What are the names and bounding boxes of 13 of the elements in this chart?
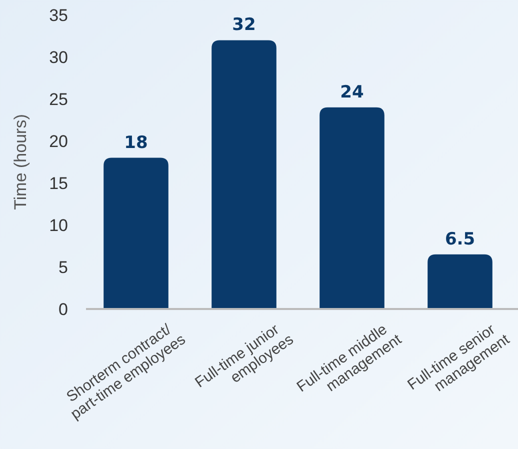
y-tick-label: 5	[58, 258, 68, 277]
y-axis-title: Time (hours)	[11, 114, 30, 210]
y-tick-label: 25	[49, 90, 68, 109]
data-label: 6.5	[444, 229, 476, 250]
y-tick-label: 35	[49, 6, 68, 25]
data-label: 24	[340, 82, 364, 102]
data-label: 18	[124, 132, 148, 153]
y-tick-label: 15	[49, 174, 68, 193]
y-tick-label: 10	[49, 216, 68, 235]
data-label: 32	[232, 15, 256, 36]
y-tick-label: 20	[49, 132, 68, 151]
y-tick-label: 30	[49, 48, 68, 67]
y-tick-label: 0	[58, 300, 68, 319]
